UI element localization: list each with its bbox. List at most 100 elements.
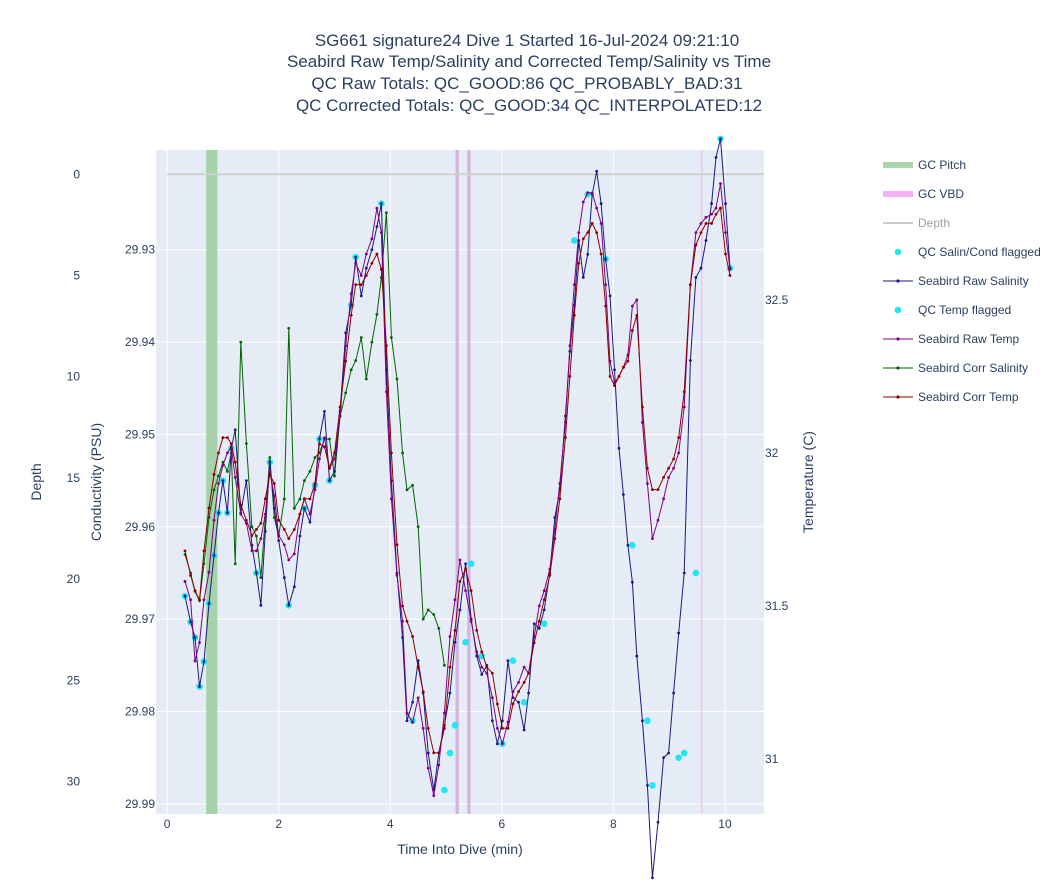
seabird-corr-temp-point xyxy=(599,252,603,256)
seabird-raw-salinity-point xyxy=(595,169,599,173)
seabird-raw-temp-point xyxy=(272,494,276,498)
legend-label: GC VBD xyxy=(918,187,964,201)
seabird-corr-temp-point xyxy=(500,726,504,730)
seabird-raw-temp-point xyxy=(189,598,192,602)
seabird-corr-temp-point xyxy=(318,442,321,446)
seabird-corr-salinity-point xyxy=(395,377,399,381)
seabird-raw-temp-point xyxy=(724,231,727,235)
seabird-corr-temp-point xyxy=(193,589,197,593)
legend-item[interactable]: GC Pitch xyxy=(883,158,966,172)
depth-axis-ticks: 0 5 10 15 20 25 30 xyxy=(67,167,81,788)
seabird-raw-salinity-point xyxy=(714,155,718,159)
seabird-raw-salinity-point xyxy=(617,446,621,450)
cond-tick-label: 29.98 xyxy=(125,704,155,718)
seabird-corr-temp-point xyxy=(480,650,484,654)
seabird-corr-temp-point xyxy=(198,598,201,602)
seabird-corr-temp-point xyxy=(389,451,393,455)
temperature-axis-ticks: 31 31.5 32 32.5 xyxy=(765,293,789,766)
seabird-corr-temp-point xyxy=(405,619,409,623)
seabird-corr-temp-point xyxy=(207,506,211,510)
seabird-raw-salinity-point xyxy=(719,137,722,141)
seabird-raw-temp-point xyxy=(411,720,414,724)
seabird-corr-temp-point xyxy=(677,436,681,440)
seabird-raw-salinity-point xyxy=(426,751,430,755)
x-tick-label: 2 xyxy=(275,817,282,831)
seabird-corr-temp-point xyxy=(421,690,425,694)
seabird-raw-temp-point xyxy=(250,549,254,553)
seabird-corr-temp-point xyxy=(688,283,692,287)
seabird-corr-temp-series xyxy=(183,206,732,755)
legend-item[interactable]: Seabird Raw Salinity xyxy=(883,274,1029,288)
seabird-corr-temp-point xyxy=(581,237,585,241)
seabird-corr-temp-point xyxy=(728,274,732,277)
seabird-corr-temp-point xyxy=(699,231,703,235)
seabird-raw-temp-point xyxy=(370,237,374,241)
legend-item[interactable]: Depth xyxy=(883,216,950,230)
seabird-corr-temp-point xyxy=(464,567,467,571)
legend-item[interactable]: Seabird Raw Temp xyxy=(883,332,1019,346)
legend-label: QC Salin/Cond flagged xyxy=(918,245,1041,259)
seabird-raw-temp-point xyxy=(207,570,211,574)
seabird-corr-temp-point xyxy=(527,671,531,675)
seabird-raw-temp-point xyxy=(405,711,409,715)
seabird-corr-temp-point xyxy=(233,460,237,464)
seabird-raw-temp-point xyxy=(635,298,639,302)
seabird-raw-salinity-point xyxy=(193,636,197,640)
legend-item[interactable]: QC Temp flagged xyxy=(894,303,1011,317)
seabird-raw-temp-point xyxy=(464,589,467,593)
legend-item[interactable]: Seabird Corr Salinity xyxy=(883,361,1028,375)
seabird-raw-temp-point xyxy=(469,619,473,623)
qc-flag-point xyxy=(680,749,688,757)
seabird-raw-salinity-point xyxy=(542,608,546,612)
seabird-raw-temp-point xyxy=(630,304,634,308)
seabird-raw-salinity-point xyxy=(379,202,383,205)
seabird-raw-temp-point xyxy=(344,344,348,348)
seabird-raw-temp-point xyxy=(401,619,404,623)
temp-tick-label: 32 xyxy=(765,446,779,460)
legend-item[interactable]: Seabird Corr Temp xyxy=(883,390,1019,404)
seabird-corr-salinity-series xyxy=(183,211,446,667)
seabird-corr-temp-point xyxy=(212,472,216,476)
x-tick-label: 8 xyxy=(610,817,617,831)
seabird-corr-temp-point xyxy=(448,665,452,669)
seabird-raw-temp-point xyxy=(586,191,590,195)
x-tick-label: 4 xyxy=(387,817,394,831)
seabird-raw-temp-point xyxy=(349,292,353,296)
seabird-raw-salinity-point xyxy=(672,691,676,695)
seabird-raw-salinity-point xyxy=(480,673,484,676)
seabird-raw-salinity-point xyxy=(635,654,639,658)
x-axis-ticks: 0 2 4 6 8 10 xyxy=(164,817,732,831)
seabird-raw-salinity-point xyxy=(448,691,452,695)
seabird-raw-salinity-point xyxy=(662,756,665,760)
seabird-raw-temp-point xyxy=(282,543,286,547)
seabird-corr-temp-point xyxy=(426,726,430,730)
seabird-raw-temp-point xyxy=(448,635,452,638)
seabird-raw-salinity-point xyxy=(233,428,237,432)
conductivity-axis-ticks: 29.93 29.94 29.95 29.96 29.97 29.98 29.99 xyxy=(125,243,155,811)
seabird-raw-salinity-point xyxy=(495,742,499,746)
seabird-raw-temp-point xyxy=(485,671,489,675)
seabird-raw-temp-point xyxy=(432,794,436,798)
seabird-raw-temp-point xyxy=(662,497,665,501)
seabird-raw-temp-point xyxy=(490,696,494,700)
seabird-raw-temp-point xyxy=(604,283,607,287)
x-axis-title: Time Into Dive (min) xyxy=(397,841,523,857)
seabird-corr-temp-point xyxy=(495,702,499,706)
seabird-corr-salinity-point xyxy=(389,336,393,339)
seabird-corr-temp-point xyxy=(453,629,457,632)
legend-item[interactable]: QC Salin/Cond flagged xyxy=(894,245,1041,259)
seabird-raw-temp-point xyxy=(217,482,220,485)
seabird-corr-temp-point xyxy=(485,665,489,669)
seabird-raw-salinity-point xyxy=(656,820,660,824)
seabird-raw-salinity-point xyxy=(370,248,374,252)
seabird-corr-temp-point xyxy=(263,497,267,501)
seabird-raw-temp-point xyxy=(453,598,457,602)
seabird-raw-temp-point xyxy=(651,537,654,541)
seabird-corr-temp-point xyxy=(292,528,296,531)
seabird-raw-salinity-point xyxy=(328,479,331,483)
seabird-corr-temp-point xyxy=(411,635,414,638)
seabird-corr-temp-point xyxy=(432,751,436,755)
seabird-corr-temp-point xyxy=(604,304,607,308)
seabird-corr-salinity-point xyxy=(375,312,379,316)
legend-item[interactable]: GC VBD xyxy=(883,187,964,201)
